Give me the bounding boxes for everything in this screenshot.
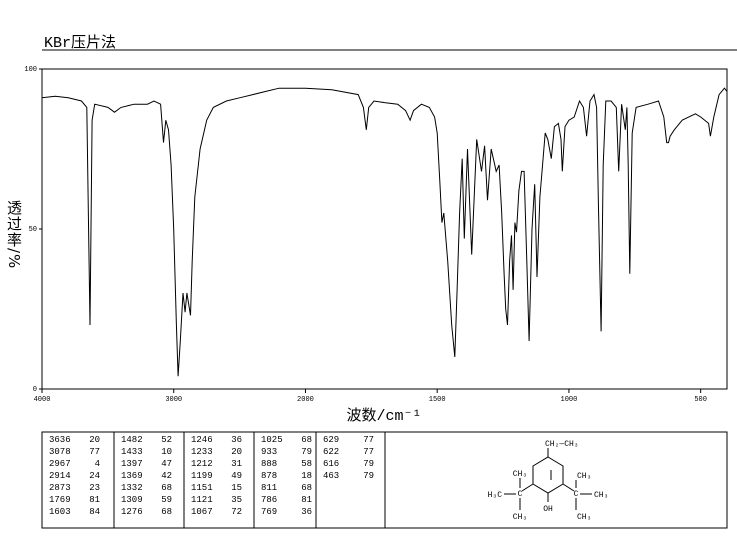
peak-wavenumber: 1433 [121, 447, 143, 457]
peak-transmittance: 31 [231, 459, 242, 469]
structure-label: CH₃ [577, 472, 591, 481]
peak-transmittance: 72 [231, 507, 242, 517]
peak-wavenumber: 933 [261, 447, 277, 457]
x-tick-label: 3000 [165, 396, 182, 404]
peak-transmittance: 15 [231, 483, 242, 493]
structure [504, 448, 592, 510]
structure-label: CH₃ [594, 491, 608, 500]
peak-wavenumber: 2914 [49, 471, 71, 481]
peak-transmittance: 20 [89, 435, 100, 445]
x-tick-label: 4000 [34, 396, 51, 404]
peak-transmittance: 47 [161, 459, 172, 469]
peak-wavenumber: 888 [261, 459, 277, 469]
peak-transmittance: 84 [89, 507, 100, 517]
spectrum-line [41, 87, 728, 377]
peak-wavenumber: 1246 [191, 435, 213, 445]
structure-label: CH₂—CH₃ [545, 440, 579, 449]
peak-wavenumber: 769 [261, 507, 277, 517]
peak-transmittance: 77 [363, 447, 374, 457]
y-tick-label: 0 [33, 386, 37, 394]
peak-wavenumber: 1769 [49, 495, 71, 505]
structure-label: H₃C [488, 491, 503, 500]
peak-wavenumber: 3078 [49, 447, 71, 457]
peak-transmittance: 59 [161, 495, 172, 505]
peak-transmittance: 4 [95, 459, 100, 469]
peak-transmittance: 79 [363, 471, 374, 481]
peak-transmittance: 68 [161, 483, 172, 493]
peak-wavenumber: 622 [323, 447, 339, 457]
y-tick-label: 100 [24, 66, 37, 74]
peak-transmittance: 68 [161, 507, 172, 517]
peak-wavenumber: 1199 [191, 471, 213, 481]
structure-label: CH₃ [513, 513, 527, 522]
peak-wavenumber: 629 [323, 435, 339, 445]
peak-wavenumber: 1276 [121, 507, 143, 517]
peak-wavenumber: 1151 [191, 483, 213, 493]
peak-transmittance: 42 [161, 471, 172, 481]
peak-wavenumber: 878 [261, 471, 277, 481]
peak-wavenumber: 1309 [121, 495, 143, 505]
peak-wavenumber: 786 [261, 495, 277, 505]
peak-transmittance: 81 [89, 495, 100, 505]
structure-label: CH₃ [513, 470, 527, 479]
peak-transmittance: 79 [301, 447, 312, 457]
peak-transmittance: 68 [301, 483, 312, 493]
x-tick-label: 1500 [429, 396, 446, 404]
chart-title: KBr压片法 [44, 34, 116, 52]
peak-transmittance: 52 [161, 435, 172, 445]
peak-transmittance: 18 [301, 471, 312, 481]
peak-transmittance: 10 [161, 447, 172, 457]
x-tick-label: 1000 [561, 396, 578, 404]
structure-label: CH₃ [577, 513, 591, 522]
peak-wavenumber: 1482 [121, 435, 143, 445]
y-axis-label: 透过率/% [5, 200, 23, 270]
peak-transmittance: 77 [363, 435, 374, 445]
plot-frame [41, 68, 728, 390]
peak-wavenumber: 1233 [191, 447, 213, 457]
y-tick-label: 50 [29, 226, 37, 234]
peak-wavenumber: 1025 [261, 435, 283, 445]
structure-label: OH [543, 505, 553, 514]
peak-transmittance: 58 [301, 459, 312, 469]
peak-wavenumber: 1121 [191, 495, 213, 505]
peak-transmittance: 68 [301, 435, 312, 445]
peak-wavenumber: 1332 [121, 483, 143, 493]
peak-wavenumber: 2967 [49, 459, 71, 469]
peak-wavenumber: 1212 [191, 459, 213, 469]
peak-wavenumber: 616 [323, 459, 339, 469]
structure-label: C [518, 490, 523, 499]
peak-wavenumber: 1603 [49, 507, 71, 517]
peak-wavenumber: 463 [323, 471, 339, 481]
peak-wavenumber: 811 [261, 483, 277, 493]
peak-wavenumber: 1369 [121, 471, 143, 481]
x-tick-label: 500 [694, 396, 707, 404]
peak-transmittance: 36 [301, 507, 312, 517]
peak-transmittance: 49 [231, 471, 242, 481]
peak-transmittance: 20 [231, 447, 242, 457]
peak-transmittance: 36 [231, 435, 242, 445]
peak-transmittance: 77 [89, 447, 100, 457]
peak-wavenumber: 1397 [121, 459, 143, 469]
x-axis-label: 波数/cm⁻¹ [346, 407, 421, 425]
x-tick-label: 2000 [297, 396, 314, 404]
peak-transmittance: 35 [231, 495, 242, 505]
peak-wavenumber: 2873 [49, 483, 71, 493]
peak-wavenumber: 3636 [49, 435, 71, 445]
peak-transmittance: 81 [301, 495, 312, 505]
structure-label: C [574, 490, 579, 499]
peak-transmittance: 79 [363, 459, 374, 469]
peak-transmittance: 23 [89, 483, 100, 493]
peak-wavenumber: 1067 [191, 507, 213, 517]
peak-transmittance: 24 [89, 471, 100, 481]
